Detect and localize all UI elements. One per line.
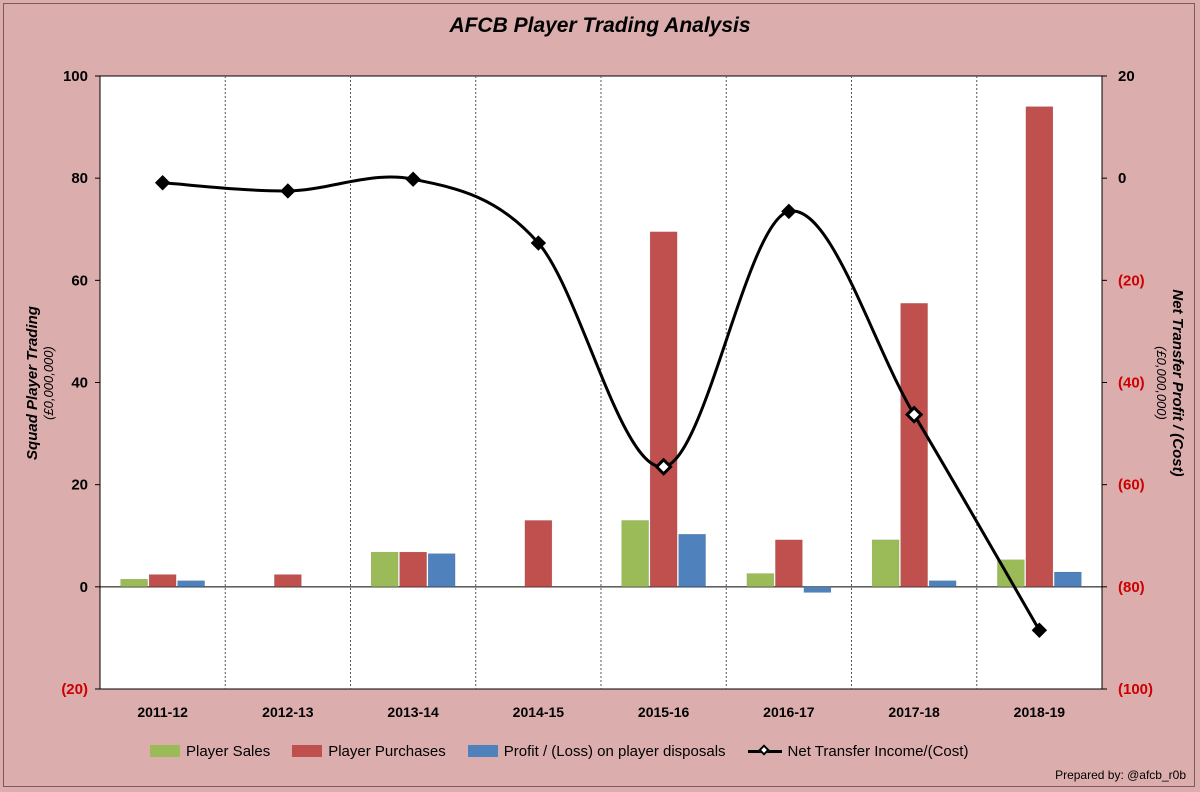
x-tick-label: 2011-12	[137, 704, 188, 720]
left-tick-label: 60	[71, 272, 88, 289]
right-tick-label: (60)	[1118, 477, 1145, 494]
right-axis-label: Net Transfer Profit / (Cost) (£0,000,000…	[1154, 289, 1186, 476]
legend-item-profit: Profit / (Loss) on player disposals	[467, 742, 726, 760]
right-tick-label: (40)	[1118, 375, 1145, 392]
right-axis-title: Net Transfer Profit / (Cost)	[1169, 289, 1186, 477]
left-tick-label: 80	[71, 170, 88, 187]
legend-swatch-net	[747, 744, 782, 758]
right-tick-label: (20)	[1118, 272, 1145, 289]
right-tick-label: (80)	[1118, 579, 1145, 596]
legend-label-profit: Profit / (Loss) on player disposals	[503, 742, 726, 760]
net-transfer-marker	[154, 175, 171, 191]
x-tick-label: 2012-13	[262, 704, 314, 720]
net-transfer-marker	[280, 183, 296, 199]
net-transfer-marker	[405, 171, 421, 187]
bar-profit-loss	[803, 586, 832, 593]
bar-player-purchases	[900, 303, 928, 588]
legend-swatch-profit	[467, 745, 498, 757]
chart-title: AFCB Player Trading Analysis	[449, 14, 751, 37]
legend-label-net: Net Transfer Income/(Cost)	[787, 742, 969, 760]
right-tick-label: 0	[1118, 170, 1126, 187]
bar-player-sales	[621, 520, 649, 588]
bar-profit-loss	[928, 580, 957, 588]
left-tick-label: (20)	[61, 681, 88, 698]
bar-player-purchases	[775, 539, 803, 588]
legend-item-sales: Player Sales	[150, 743, 270, 760]
x-tick-label: 2015-16	[638, 704, 690, 720]
left-tick-label: 20	[71, 477, 88, 494]
x-tick-label: 2014-15	[513, 704, 565, 720]
bar-player-purchases	[524, 520, 553, 588]
bar-player-sales	[370, 551, 399, 588]
legend-label-sales: Player Sales	[186, 742, 271, 760]
bar-player-purchases	[649, 231, 678, 588]
right-axis-unit: (£0,000,000)	[1154, 346, 1169, 420]
legend-item-net: Net Transfer Income/(Cost)	[747, 742, 969, 760]
bar-profit-loss	[678, 533, 706, 588]
bar-player-purchases	[399, 551, 427, 588]
legend-label-purchases: Player Purchases	[328, 742, 446, 760]
bar-player-sales	[871, 539, 900, 588]
legend: Player Sales Player Purchases Profit / (…	[150, 740, 990, 762]
bar-player-purchases	[274, 574, 302, 588]
right-tick-label: (100)	[1118, 681, 1153, 698]
x-tick-label: 2017-18	[888, 704, 940, 720]
bar-profit-loss	[427, 553, 456, 588]
net-transfer-marker	[530, 235, 547, 251]
legend-item-purchases: Player Purchases	[292, 743, 446, 760]
net-transfer-marker	[781, 203, 797, 220]
bar-player-sales	[746, 573, 775, 588]
net-transfer-marker	[1031, 622, 1048, 638]
x-tick-label: 2018-19	[1014, 704, 1066, 720]
chart-frame	[3, 3, 1195, 787]
x-tick-label: 2016-17	[763, 704, 815, 720]
left-tick-label: 100	[63, 68, 88, 85]
legend-swatch-sales	[150, 745, 180, 757]
left-axis-unit: (£0,000,000)	[41, 346, 56, 420]
net-transfer-marker	[905, 405, 924, 424]
x-tick-label: 2013-14	[387, 704, 439, 720]
left-tick-label: 0	[80, 579, 88, 596]
net-transfer-marker	[654, 457, 673, 476]
legend-swatch-purchases	[292, 745, 323, 757]
left-tick-label: 40	[71, 375, 88, 392]
bar-player-sales	[120, 578, 148, 588]
bar-player-purchases	[1025, 106, 1054, 588]
net-transfer-line	[162, 175, 1041, 632]
left-axis-label: Squad Player Trading (£0,000,000)	[24, 306, 56, 460]
bar-profit-loss	[1054, 571, 1082, 588]
right-tick-label: 20	[1118, 68, 1135, 85]
bar-player-purchases	[148, 574, 177, 588]
left-axis-title: Squad Player Trading	[24, 306, 41, 460]
bar-profit-loss	[177, 580, 205, 588]
credit-text: Prepared by: @afcb_r0b	[1055, 768, 1186, 782]
